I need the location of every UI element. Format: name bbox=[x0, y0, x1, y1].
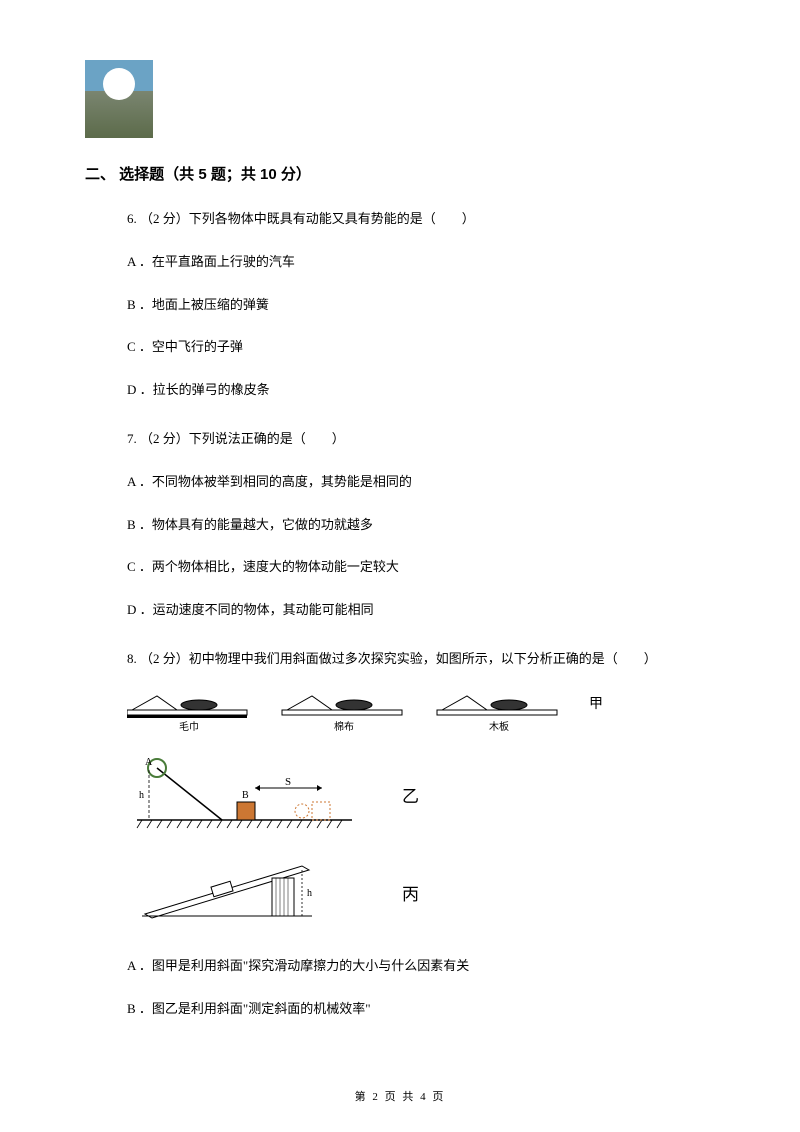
page-footer: 第 2 页 共 4 页 bbox=[0, 1088, 800, 1104]
q7-option-b: B ．物体具有的能量越大，它做的功就越多 bbox=[127, 515, 715, 536]
question-7: 7. （2 分）下列说法正确的是（ ） A ．不同物体被举到相同的高度，其势能是… bbox=[127, 429, 715, 621]
q7-option-a: A ．不同物体被举到相同的高度，其势能是相同的 bbox=[127, 472, 715, 493]
q8-option-b: B ．图乙是利用斜面"测定斜面的机械效率" bbox=[127, 999, 715, 1020]
q6-option-d: D ．拉长的弹弓的橡皮条 bbox=[127, 380, 715, 401]
question-8: 8. （2 分）初中物理中我们用斜面做过多次探究实验，如图所示，以下分析正确的是… bbox=[127, 649, 715, 670]
q6-option-a: A ．在平直路面上行驶的汽车 bbox=[127, 252, 715, 273]
figure-bing-svg: h 丙 bbox=[127, 858, 457, 928]
label-jia: 甲 bbox=[589, 697, 603, 712]
q7-stem: 7. （2 分）下列说法正确的是（ ） bbox=[127, 429, 715, 450]
figure-jia-svg: 毛巾 棉布 木板 甲 bbox=[127, 688, 607, 738]
label-bing: 丙 bbox=[402, 885, 419, 904]
q8-stem: 8. （2 分）初中物理中我们用斜面做过多次探究实验，如图所示，以下分析正确的是… bbox=[127, 649, 715, 670]
figure-yi: A h B S 乙 bbox=[127, 758, 715, 838]
svg-text:h: h bbox=[307, 888, 312, 899]
svg-text:h: h bbox=[139, 790, 144, 801]
figure-yi-svg: A h B S 乙 bbox=[127, 758, 457, 838]
q8-option-a: A ．图甲是利用斜面"探究滑动摩擦力的大小与什么因素有关 bbox=[127, 956, 715, 977]
label-muban: 木板 bbox=[489, 720, 509, 733]
svg-text:B: B bbox=[242, 790, 249, 801]
top-photo bbox=[85, 60, 153, 138]
label-yi: 乙 bbox=[402, 787, 419, 806]
q6-option-c: C ．空中飞行的子弹 bbox=[127, 337, 715, 358]
q6-stem: 6. （2 分）下列各物体中既具有动能又具有势能的是（ ） bbox=[127, 209, 715, 230]
q7-option-d: D ．运动速度不同的物体，其动能可能相同 bbox=[127, 600, 715, 621]
svg-text:S: S bbox=[285, 776, 291, 788]
label-maojin: 毛巾 bbox=[179, 720, 199, 733]
figure-jia: 毛巾 棉布 木板 甲 bbox=[127, 688, 715, 738]
q7-option-c: C ．两个物体相比，速度大的物体动能一定较大 bbox=[127, 557, 715, 578]
section-title: 二、 选择题（共 5 题；共 10 分） bbox=[85, 163, 715, 184]
q6-option-b: B ．地面上被压缩的弹簧 bbox=[127, 295, 715, 316]
svg-text:A: A bbox=[145, 758, 153, 768]
figure-bing: h 丙 bbox=[127, 858, 715, 928]
question-6: 6. （2 分）下列各物体中既具有动能又具有势能的是（ ） A ．在平直路面上行… bbox=[127, 209, 715, 401]
label-mianbu: 棉布 bbox=[334, 720, 354, 733]
question-8-options: A ．图甲是利用斜面"探究滑动摩擦力的大小与什么因素有关 B ．图乙是利用斜面"… bbox=[127, 956, 715, 1020]
